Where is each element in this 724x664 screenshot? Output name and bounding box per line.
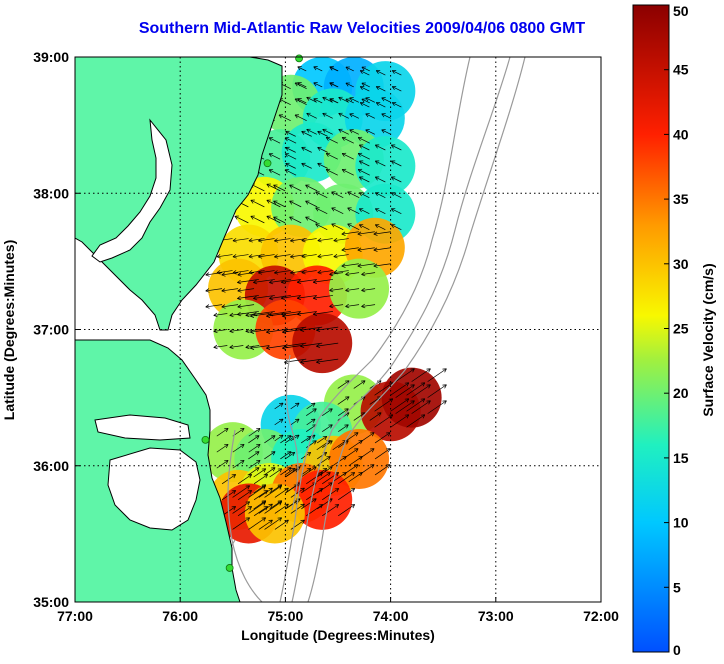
radar-station-3 xyxy=(226,564,233,571)
x-tick-label: 73:00 xyxy=(478,608,514,624)
y-tick-label: 35:00 xyxy=(33,594,69,610)
colorbar-tick-label: 0 xyxy=(673,642,681,658)
colorbar-label: Surface Velocity (cm/s) xyxy=(700,263,716,416)
colorbar-tick-label: 15 xyxy=(673,450,689,466)
x-tick-label: 76:00 xyxy=(162,608,198,624)
radar-station-1 xyxy=(264,160,271,167)
colorbar-tick-label: 35 xyxy=(673,191,689,207)
x-tick-label: 75:00 xyxy=(267,608,303,624)
y-axis-ticks: 35:00 36:00 37:00 38:00 39:00 xyxy=(33,49,80,610)
y-tick-label: 36:00 xyxy=(33,458,69,474)
x-tick-label: 77:00 xyxy=(57,608,93,624)
colorbar-tick-label: 10 xyxy=(673,515,689,531)
y-tick-label: 39:00 xyxy=(33,49,69,65)
colorbar-tick-label: 40 xyxy=(673,126,689,142)
y-tick-label: 37:00 xyxy=(33,322,69,338)
colorbar xyxy=(633,5,669,652)
colorbar-tick-label: 25 xyxy=(673,321,689,337)
x-tick-label: 72:00 xyxy=(583,608,619,624)
radar-station-0 xyxy=(296,55,303,62)
colorbar-tick-label: 30 xyxy=(673,256,689,272)
colorbar-tick-label: 50 xyxy=(673,3,689,19)
map-title: Southern Mid-Atlantic Raw Velocities 200… xyxy=(0,20,724,38)
radar-station-2 xyxy=(202,436,209,443)
x-axis-label: Longitude (Degrees:Minutes) xyxy=(241,627,435,643)
x-tick-label: 74:00 xyxy=(373,608,409,624)
colorbar-tick-label: 20 xyxy=(673,385,689,401)
y-axis-label: Latitude (Degrees:Minutes) xyxy=(1,240,17,420)
y-tick-label: 38:00 xyxy=(33,185,69,201)
colorbar-tick-label: 45 xyxy=(673,62,689,78)
colorbar-tick-label: 5 xyxy=(673,579,681,595)
